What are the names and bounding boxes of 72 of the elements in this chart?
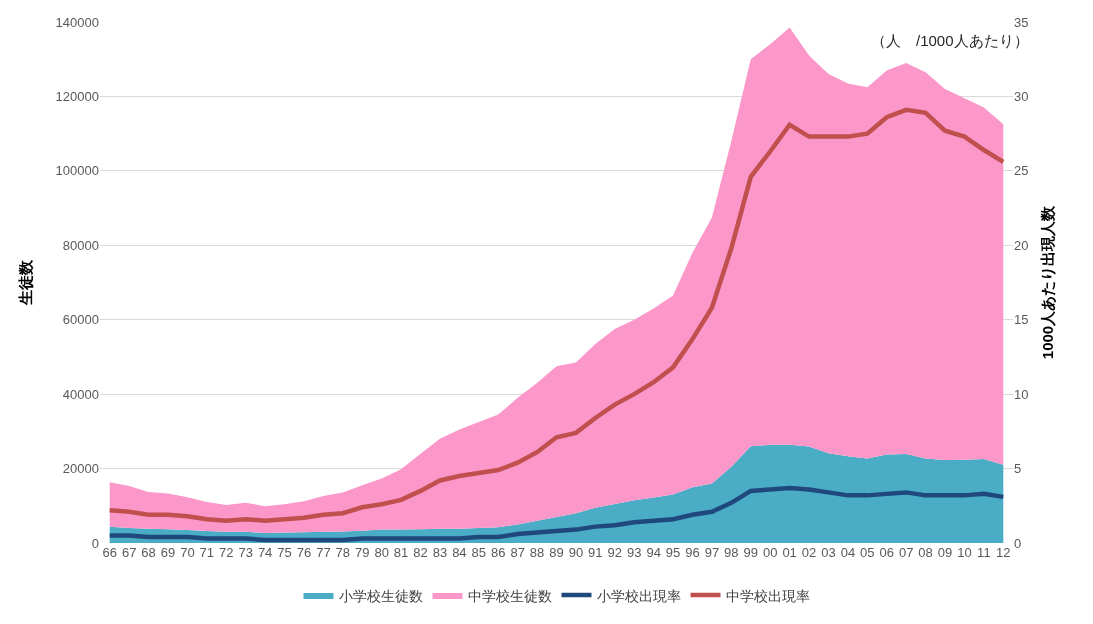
x-tick-label: 00 — [762, 545, 778, 560]
x-tick-label: 92 — [607, 545, 623, 560]
y2-tick-label: 30 — [1014, 88, 1029, 104]
x-tick-label: 96 — [685, 545, 700, 560]
y-tick-label: 60000 — [62, 312, 99, 328]
x-tick-label: 91 — [588, 545, 603, 560]
x-tick-label: 94 — [646, 545, 661, 560]
x-tick-label: 95 — [665, 545, 681, 560]
y-tick-label: 100000 — [55, 163, 99, 179]
x-tick-label: 82 — [413, 545, 428, 560]
x-tick-label: 69 — [160, 545, 176, 560]
x-tick-label: 77 — [316, 545, 331, 560]
x-tick-label: 12 — [996, 545, 1011, 560]
y-tick-label: 20000 — [62, 461, 99, 477]
x-tick-label: 68 — [141, 545, 156, 560]
x-tick-label: 99 — [743, 545, 758, 560]
line-series — [107, 485, 1006, 543]
x-tick-label: 81 — [393, 545, 409, 560]
y2-tick-label: 25 — [1014, 163, 1029, 179]
x-tick-label: 05 — [860, 545, 875, 560]
x-tick-label: 83 — [432, 545, 448, 560]
y2-tick-label: 0 — [1014, 535, 1022, 551]
legend-label: 小学校生徒数 — [338, 587, 423, 604]
y-axis-title: 生徒数 — [16, 259, 34, 306]
legend-label: 中学校生徒数 — [467, 587, 552, 604]
y2-tick-label: 20 — [1014, 237, 1029, 253]
y-tick-label: 0 — [91, 535, 99, 551]
x-tick-label: 03 — [821, 545, 836, 560]
x-tick-label: 07 — [898, 545, 914, 560]
x-tick-label: 97 — [704, 545, 720, 560]
x-tick-label: 85 — [471, 545, 487, 560]
x-tick-label: 67 — [121, 545, 137, 560]
x-tick-label: 79 — [355, 545, 370, 560]
x-tick-label: 89 — [549, 545, 564, 560]
x-tick-label: 78 — [335, 545, 351, 560]
x-tick-label: 73 — [238, 545, 253, 560]
x-tick-label: 93 — [626, 545, 642, 560]
x-tick-label: 09 — [937, 545, 953, 560]
y2-axis-title: 1000人あたり出現人数 — [1039, 204, 1057, 360]
x-tick-label: 76 — [296, 545, 312, 560]
x-tick-label: 08 — [918, 545, 933, 560]
x-tick-label: 88 — [529, 545, 545, 560]
x-tick-label: 90 — [568, 545, 584, 560]
x-tick-label: 75 — [277, 545, 292, 560]
x-tick-label: 10 — [957, 545, 972, 560]
x-tick-label: 72 — [219, 545, 234, 560]
x-tick-label: 98 — [724, 545, 739, 560]
x-tick-label: 02 — [801, 545, 817, 560]
y2-tick-label: 5 — [1014, 461, 1022, 477]
x-tick-label: 11 — [977, 545, 991, 560]
y-tick-label: 80000 — [62, 237, 99, 253]
annotation: （人 /1000人あたり） — [871, 32, 1029, 49]
x-tick-label: 04 — [840, 545, 856, 560]
y-tick-label: 120000 — [55, 88, 99, 104]
legend-label: 中学校出現率 — [725, 587, 810, 604]
legend-label: 小学校出現率 — [596, 587, 681, 604]
x-tick-label: 74 — [257, 545, 273, 560]
y2-tick-label: 10 — [1014, 386, 1029, 402]
x-tick-label: 80 — [374, 545, 389, 560]
x-tick-label: 70 — [180, 545, 195, 560]
x-tick-label: 01 — [782, 545, 797, 560]
x-tick-label: 71 — [199, 545, 215, 560]
x-tick-label: 87 — [510, 545, 525, 560]
y2-tick-label: 35 — [1014, 14, 1029, 30]
x-tick-label: 66 — [102, 545, 117, 560]
x-tick-label: 06 — [879, 545, 894, 560]
y2-tick-label: 15 — [1014, 312, 1029, 328]
y-tick-label: 40000 — [62, 386, 99, 402]
y-tick-label: 140000 — [55, 14, 99, 30]
line-series — [107, 107, 1006, 523]
x-tick-label: 84 — [452, 545, 467, 560]
x-tick-label: 86 — [490, 545, 506, 560]
